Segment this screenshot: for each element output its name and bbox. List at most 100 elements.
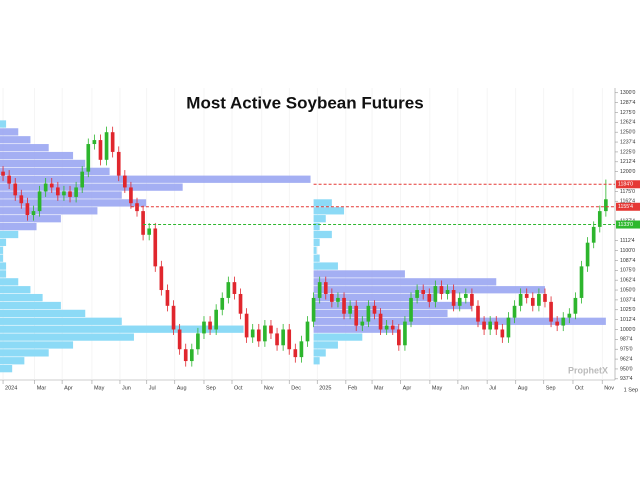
candle-body: [397, 329, 401, 346]
candle-body: [317, 282, 322, 298]
profile-bar: [0, 349, 49, 357]
x-tick-label: Aug: [177, 385, 187, 391]
y-tick-label: 987'4: [620, 337, 633, 343]
candle-body: [159, 266, 164, 291]
candle-body: [153, 228, 158, 267]
profile-bar: [313, 278, 497, 286]
chart-title: Most Active Soybean Futures: [186, 93, 423, 112]
candle-body: [518, 293, 523, 306]
profile-bar: [0, 317, 122, 325]
profile-bar: [0, 159, 86, 168]
candle-body: [13, 183, 18, 196]
profile-bar: [313, 246, 317, 254]
y-tick-label: 1000'0: [620, 327, 636, 333]
candle-body: [43, 183, 48, 192]
corner-label: 1 Sep: [624, 387, 638, 393]
candle-body: [476, 305, 480, 322]
level-label-box: [616, 202, 640, 211]
candle-body: [238, 293, 243, 314]
profile-bar: [313, 254, 320, 262]
candle-body: [445, 290, 450, 294]
candle-body: [92, 140, 97, 145]
x-tick-label: Feb: [348, 385, 357, 391]
candle-body: [543, 293, 547, 302]
profile-bar: [0, 120, 7, 128]
candle-body: [537, 293, 541, 306]
profile-bar: [0, 325, 244, 333]
profile-bar: [0, 341, 74, 349]
candle-body: [171, 305, 176, 330]
y-tick-label: 1162'4: [620, 199, 635, 205]
candle-body: [567, 313, 572, 318]
y-tick-label: 1212'4: [620, 159, 636, 165]
level-label-box: [616, 180, 640, 189]
y-tick-label: 1062'4: [620, 278, 636, 284]
candle-body: [189, 349, 194, 362]
profile-bar: [313, 207, 345, 215]
candles: [1, 126, 608, 367]
y-tick-label: 937'4: [620, 376, 633, 382]
candle-body: [561, 317, 566, 326]
x-tick-label: 2024: [5, 385, 17, 391]
candle-body: [470, 293, 474, 306]
candle-body: [463, 293, 468, 298]
candle-body: [579, 266, 584, 298]
profile-bar: [313, 215, 326, 223]
profile-bar: [0, 167, 110, 175]
candle-body: [330, 293, 334, 302]
candle-body: [68, 191, 72, 197]
y-tick-label: 1112'4: [620, 238, 635, 244]
y-tick-label: 950'0: [620, 366, 633, 372]
profile-bar: [0, 222, 37, 231]
x-tick-label: Jun: [460, 385, 469, 391]
profile-bar: [0, 301, 61, 310]
x-tick-label: Dec: [291, 385, 301, 391]
profile-bar: [0, 199, 147, 207]
x-tick-label: Apr: [64, 385, 73, 391]
candle-body: [281, 329, 285, 346]
candle-body: [256, 329, 261, 342]
candle-body: [512, 305, 517, 318]
candle-body: [80, 171, 85, 188]
level-label: 1155'4: [618, 204, 633, 210]
candle-body: [74, 187, 78, 197]
candle-body: [31, 211, 36, 216]
candle-body: [372, 305, 377, 314]
candle-body: [196, 333, 200, 350]
x-tick-label: Jul: [149, 385, 156, 391]
x-tick-label: 2025: [319, 385, 331, 391]
candle-body: [214, 309, 218, 330]
profile-bar: [0, 286, 31, 294]
profile-bar: [313, 341, 338, 349]
candle-body: [269, 325, 273, 334]
candle-body: [305, 321, 310, 342]
profile-bar: [0, 128, 19, 136]
y-tick-label: 1300'0: [620, 90, 636, 96]
profile-bar: [313, 333, 363, 341]
candle-body: [549, 301, 553, 322]
candle-body: [421, 290, 426, 294]
candle-body: [123, 175, 127, 188]
candle-body: [311, 297, 316, 322]
profile-bar: [0, 136, 31, 144]
level-label-box: [616, 220, 640, 229]
candle-body: [62, 191, 66, 196]
candle-body: [323, 282, 328, 294]
profile-bar: [0, 262, 7, 270]
y-tick-label: 1050'0: [620, 287, 636, 293]
candle-body: [403, 321, 407, 346]
watermark: ProphetX: [568, 365, 608, 375]
candle-body: [378, 313, 383, 330]
candle-body: [482, 321, 486, 330]
profile-bar: [313, 293, 436, 302]
profile-bar: [0, 365, 13, 373]
y-tick-label: 1275'0: [620, 110, 636, 116]
candle-body: [336, 297, 340, 302]
profile-bar: [313, 230, 332, 239]
x-tick-label: May: [432, 385, 443, 391]
candle-body: [183, 349, 188, 362]
y-tick-label: 1100'0: [620, 248, 635, 254]
profile-bar: [0, 183, 183, 191]
candle-body: [147, 228, 152, 235]
